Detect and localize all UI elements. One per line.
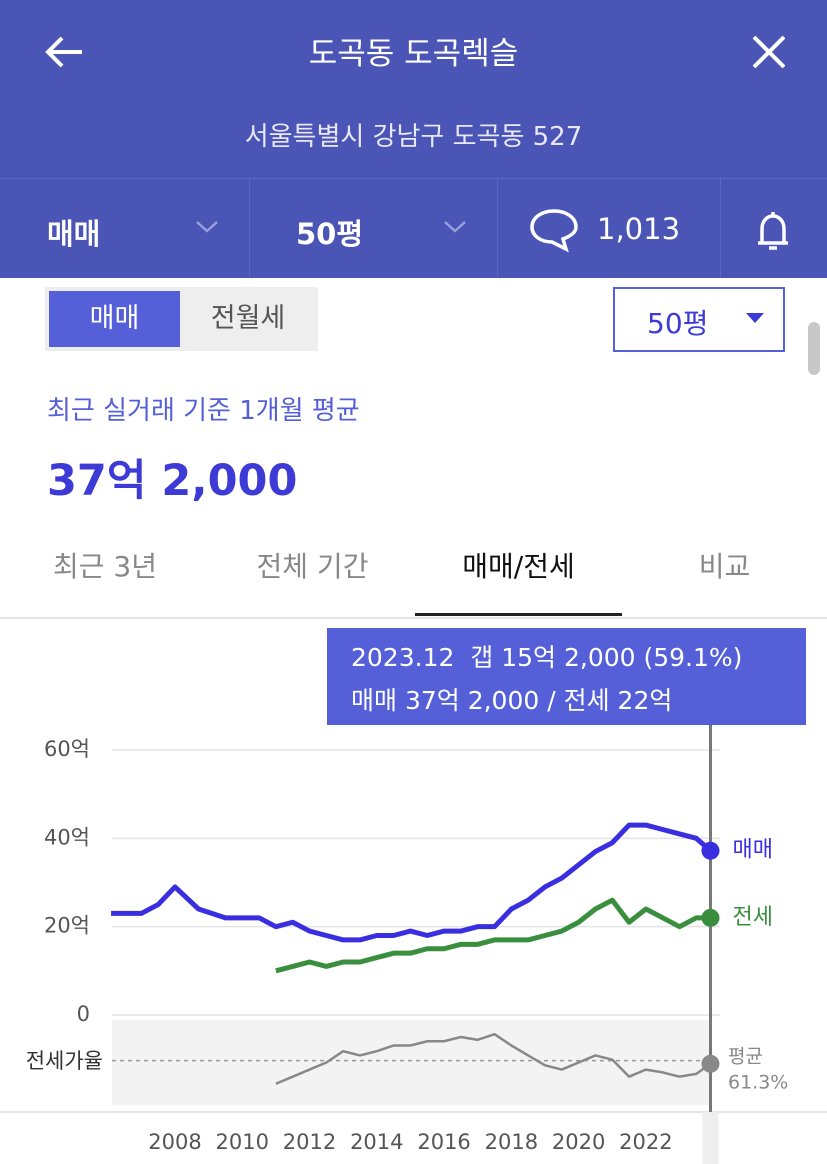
deal-filter[interactable]: 매매 xyxy=(47,217,101,251)
x-tick-label: 2020 xyxy=(552,1130,605,1154)
y-tick-label: 20억 xyxy=(44,914,90,938)
divider xyxy=(497,179,498,278)
end-dot xyxy=(701,1054,720,1073)
x-tick-label: 2016 xyxy=(417,1130,470,1154)
deal-toggle: 매매 전월세 xyxy=(45,287,318,351)
x-tick-label: 2010 xyxy=(216,1130,269,1154)
ratio-band xyxy=(112,1020,712,1105)
ratio-label: 전세가율 xyxy=(26,1049,103,1073)
x-tick-label: 2014 xyxy=(350,1130,403,1154)
tab[interactable]: 비교 xyxy=(698,550,751,583)
size-select[interactable]: 50평 xyxy=(613,287,785,352)
chevron xyxy=(196,221,218,233)
line xyxy=(275,897,711,974)
tooltip-line: 매매 37억 2,000 / 전세 22억 xyxy=(351,686,673,715)
tab-bar: 최근 3년 전체 기간 매매/전세 비교 xyxy=(0,545,827,619)
legend-label: 매매 xyxy=(732,838,772,863)
tab-active[interactable]: 매매/전세 xyxy=(415,545,622,616)
size-filter[interactable]: 50평 xyxy=(296,217,364,251)
x-tick-label: 2008 xyxy=(148,1130,201,1154)
tooltip: 2023.12 갭 15억 2,000 (59.1%) 매매 37억 2,000… xyxy=(327,628,806,725)
y-tick-label: 60억 xyxy=(44,737,90,761)
toggle-option[interactable]: 전월세 xyxy=(210,303,286,334)
legend-label: 전세 xyxy=(732,905,772,930)
y-tick-label: 0 xyxy=(77,1002,90,1026)
end-dot xyxy=(701,908,720,927)
line xyxy=(111,822,713,943)
comment-icon[interactable] xyxy=(528,207,580,253)
dropdown-arrow xyxy=(746,313,764,323)
title: 도곡동 도곡렉슬 xyxy=(308,36,519,72)
toggle-active[interactable]: 매매 xyxy=(49,291,180,347)
address: 서울특별시 강남구 도곡동 527 xyxy=(244,122,583,152)
cursor-column xyxy=(702,1112,719,1164)
x-tick-label: 2022 xyxy=(619,1130,672,1154)
line xyxy=(275,1032,712,1085)
tab[interactable]: 전체 기간 xyxy=(256,550,369,583)
avg-label: 61.3% xyxy=(728,1072,788,1094)
back-button[interactable] xyxy=(40,30,90,75)
scrollbar xyxy=(808,322,820,375)
divider xyxy=(720,179,721,278)
close-button[interactable] xyxy=(750,33,788,71)
tab[interactable]: 최근 3년 xyxy=(53,550,157,583)
avg-caption: 평균 xyxy=(728,1046,763,1068)
header: 도곡동 도곡렉슬 서울특별시 강남구 도곡동 527 xyxy=(0,0,827,178)
size-select-label: 50평 xyxy=(647,307,709,340)
bell-icon[interactable] xyxy=(750,209,796,255)
end-dot xyxy=(701,841,720,860)
chevron xyxy=(444,221,466,233)
x-tick-label: 2018 xyxy=(485,1130,538,1154)
filter-bar: 매매 50평 1,013 xyxy=(0,178,827,278)
y-tick-label: 40억 xyxy=(44,825,90,849)
summary-price: 37억 2,000 xyxy=(47,456,298,506)
divider xyxy=(249,179,250,278)
summary-caption: 최근 실거래 기준 1개월 평균 xyxy=(47,396,360,426)
x-tick-label: 2012 xyxy=(283,1130,336,1154)
comment-count: 1,013 xyxy=(597,212,681,246)
tooltip-line: 2023.12 갭 15억 2,000 (59.1%) xyxy=(351,643,743,672)
